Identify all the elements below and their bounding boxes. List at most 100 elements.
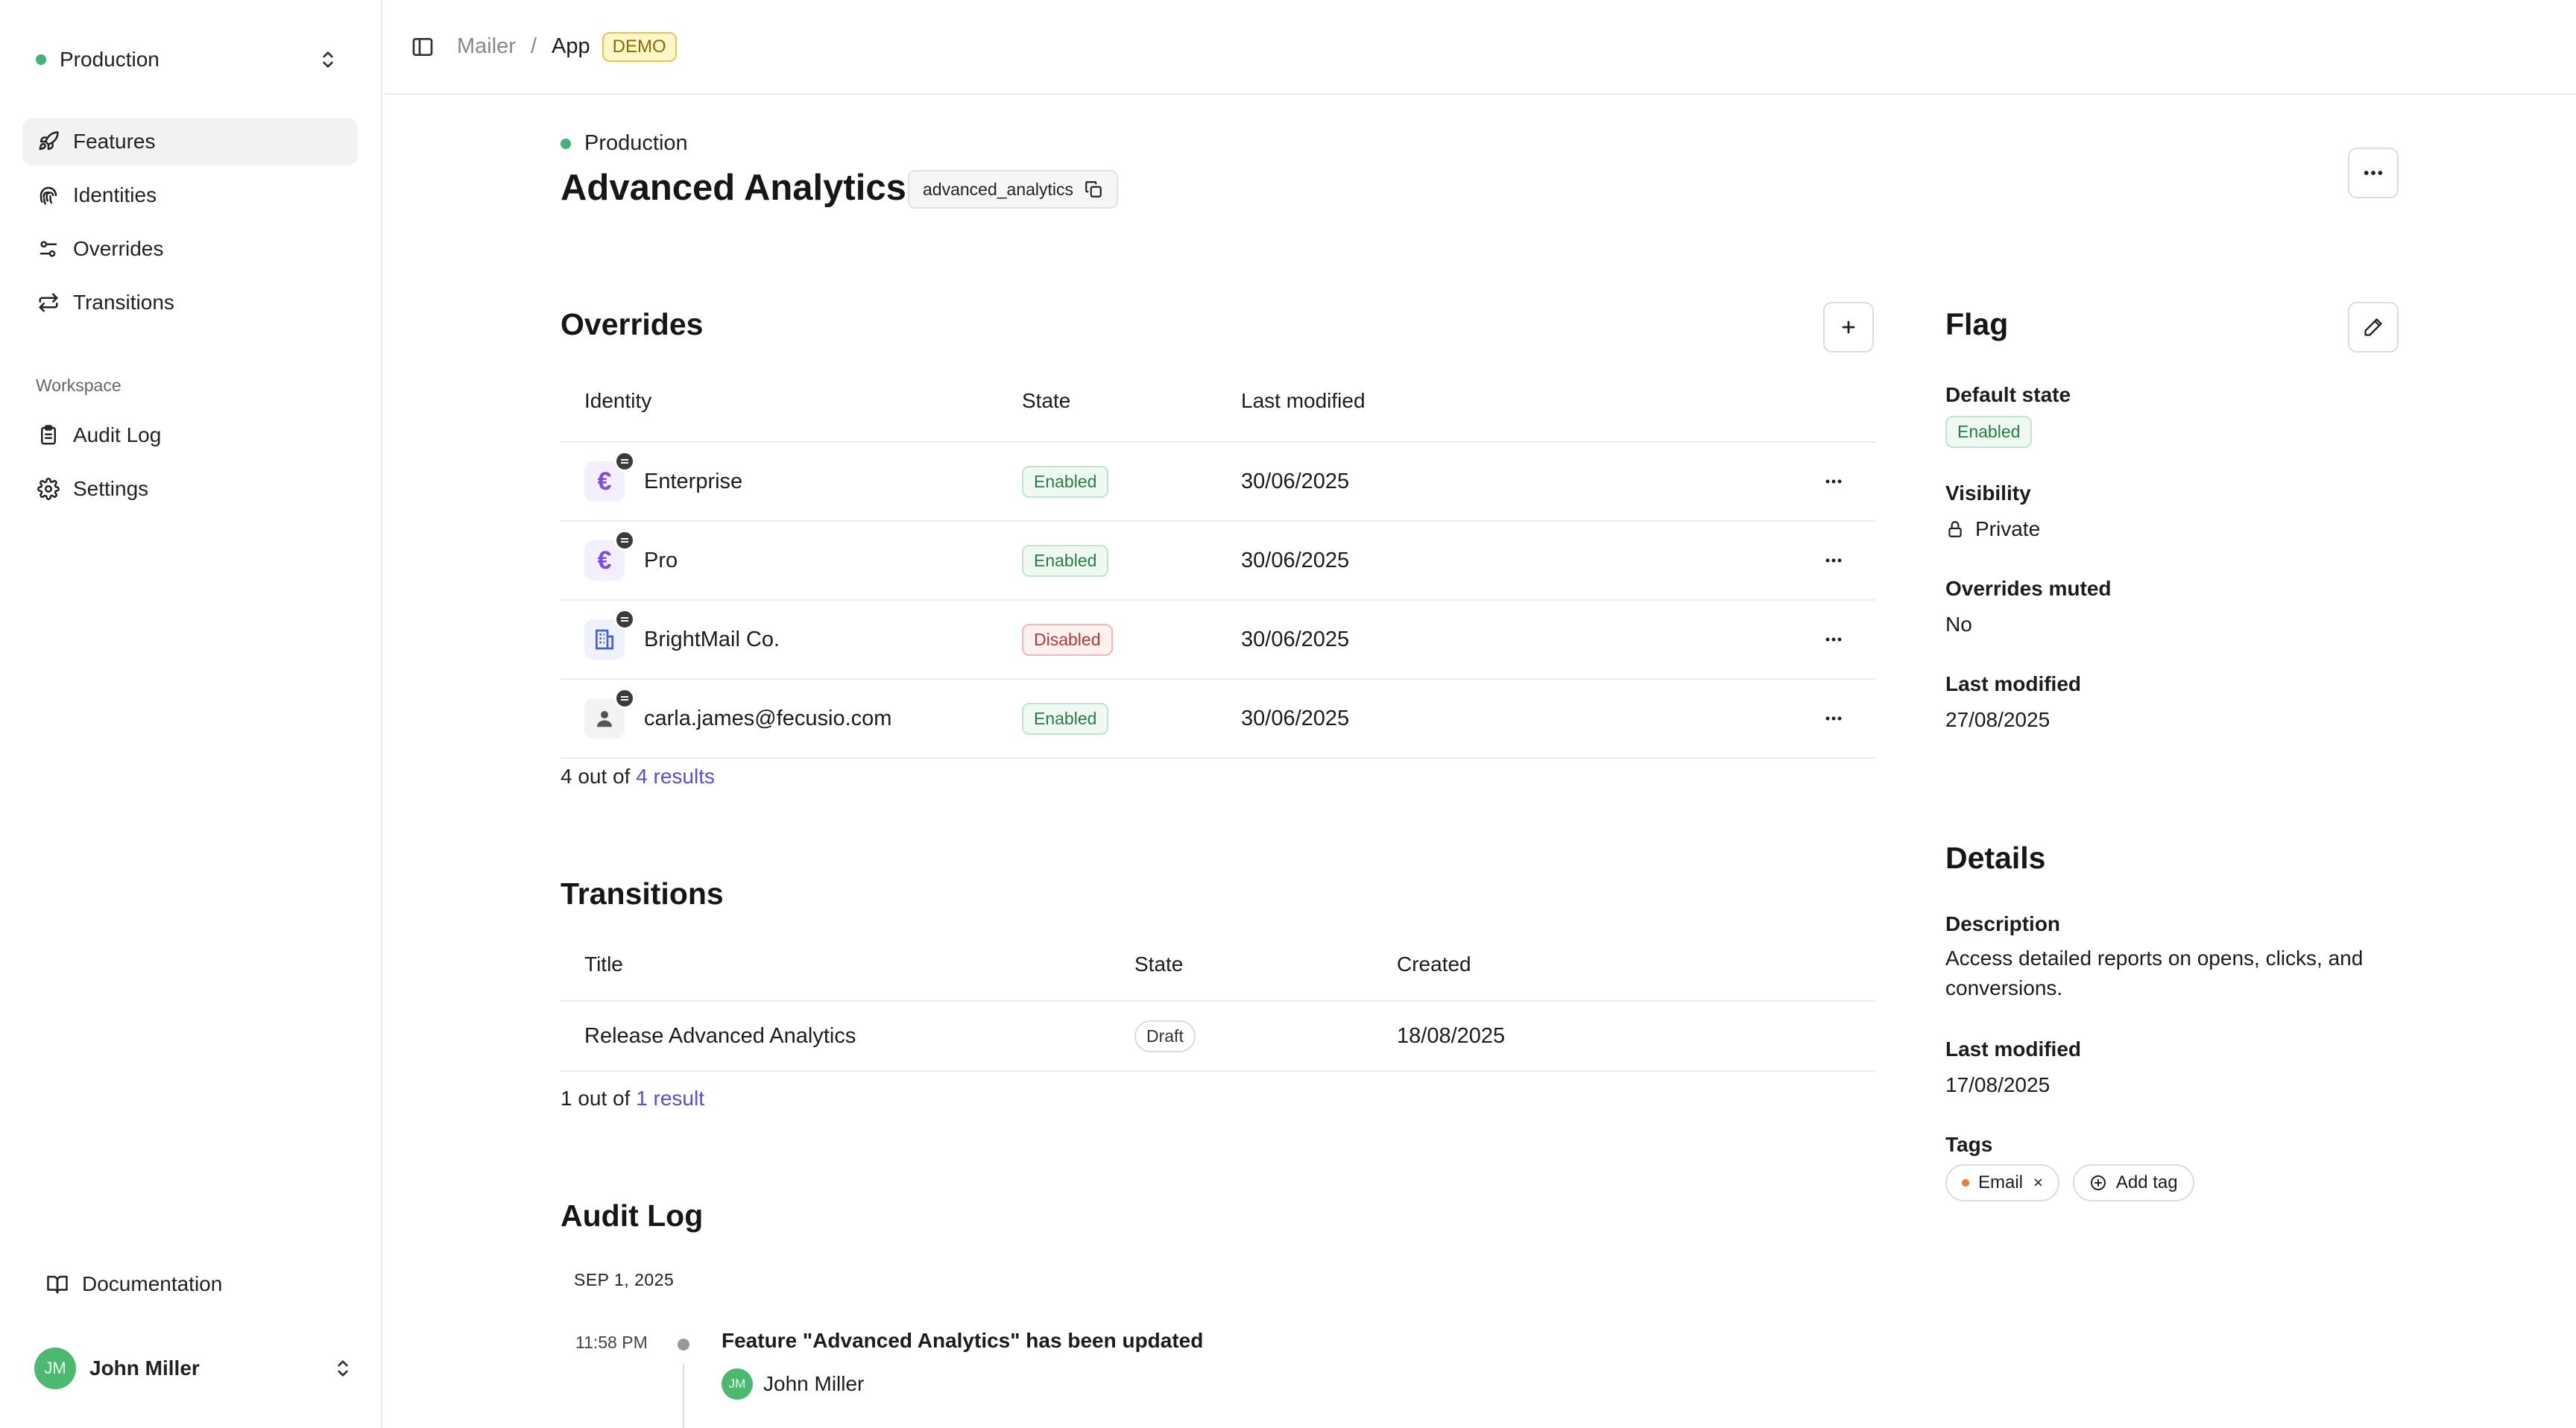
sidebar-item-label: Identities (73, 183, 157, 206)
overrides-title: Overrides (561, 307, 704, 341)
tag-color-dot (1962, 1179, 1969, 1187)
breadcrumb: Mailer / App DEMO (457, 31, 677, 62)
demo-badge: DEMO (602, 31, 677, 62)
segment-badge-icon (614, 609, 635, 630)
add-tag-label: Add tag (2115, 1172, 2178, 1192)
sidebar-item-overrides[interactable]: Overrides (22, 225, 358, 273)
fingerprint-icon (40, 186, 57, 205)
details-last-modified-value: 17/08/2025 (1945, 1073, 2051, 1096)
audit-time: 11:58 PM (575, 1333, 648, 1352)
overrides-table: Identity State Last modified € Enterpris… (561, 361, 1875, 759)
status-badge: Enabled (1945, 416, 2033, 448)
sidebar-item-label: Audit Log (73, 423, 162, 446)
gear-icon (37, 478, 60, 500)
visibility-value: Private (1945, 517, 2040, 541)
status-badge: Enabled (1022, 702, 1109, 735)
table-header: Title State Created (561, 929, 1875, 1002)
top-bar: Mailer / App DEMO (384, 0, 2576, 95)
book-icon (47, 1275, 68, 1294)
status-badge: Enabled (1022, 544, 1109, 577)
feature-menu-button[interactable] (2348, 148, 2399, 198)
column-header-identity[interactable]: Identity (584, 389, 652, 412)
date-cell: 30/06/2025 (1241, 548, 1350, 572)
breadcrumb-item-app[interactable]: App (552, 34, 590, 58)
column-header-created[interactable]: Created (1397, 952, 1471, 976)
breadcrumb-item-mailer[interactable]: Mailer (457, 34, 516, 58)
results-link[interactable]: 4 results (636, 765, 716, 788)
avatar: JM (34, 1348, 76, 1389)
environment-label: Production (584, 131, 688, 155)
results-prefix: 1 out of (561, 1087, 637, 1110)
visibility-label: Visibility (1945, 481, 2031, 505)
identity-cell: carla.james@fecusio.com (561, 688, 998, 739)
segment-badge-icon (614, 451, 635, 472)
documentation-link[interactable]: Documentation (46, 1263, 222, 1306)
audit-entry-text: Feature "Advanced Analytics" has been up… (722, 1329, 1204, 1352)
feature-key: advanced_analytics (923, 179, 1074, 199)
sidebar-item-label: Transitions (73, 291, 174, 314)
identity-cell: BrightMail Co. (561, 609, 998, 660)
edit-flag-button[interactable] (2348, 302, 2399, 353)
identity-cell: € Pro (561, 530, 998, 581)
more-icon (2364, 171, 2383, 175)
feature-key-chip: advanced_analytics (908, 170, 1119, 209)
workspace-section-label: Workspace (36, 376, 121, 395)
timeline-dot (678, 1339, 689, 1350)
environment-tag: Production (561, 131, 688, 156)
sidebar-item-label: Features (73, 130, 156, 153)
results-link[interactable]: 1 result (636, 1087, 705, 1110)
audit-date: SEP 1, 2025 (574, 1270, 675, 1289)
column-header-last-modified[interactable]: Last modified (1241, 389, 1366, 412)
sidebar-item-audit-log[interactable]: Audit Log (22, 411, 358, 459)
table-header: Identity State Last modified (561, 361, 1875, 443)
table-row[interactable]: € Pro Enabled 30/06/2025 (561, 522, 1875, 601)
chevron-updown-icon (323, 51, 333, 68)
description-value: Access detailed reports on opens, clicks… (1945, 947, 2364, 999)
sidebar-item-settings[interactable]: Settings (22, 465, 358, 513)
table-row[interactable]: Release Advanced Analytics Draft 18/08/2… (561, 1002, 1875, 1072)
state-cell: Disabled (998, 623, 1217, 656)
transitions-title: Transitions (561, 876, 724, 911)
sidebar-item-transitions[interactable]: Transitions (22, 279, 358, 326)
breadcrumb-separator: / (530, 34, 537, 58)
pencil-icon (2364, 318, 2382, 336)
sidebar-toggle-icon[interactable] (411, 35, 435, 59)
table-row[interactable]: carla.james@fecusio.com Enabled 30/06/20… (561, 680, 1875, 759)
plus-icon (1842, 320, 1855, 334)
add-override-button[interactable] (1823, 302, 1874, 353)
tags-label: Tags (1945, 1133, 1993, 1156)
tag-label: Email (1978, 1172, 2024, 1192)
segment-badge-icon (614, 530, 635, 551)
row-menu-button[interactable] (1819, 546, 1849, 575)
sidebar-item-label: Settings (73, 477, 149, 500)
overrides-muted-value: No (1945, 613, 1972, 636)
segment-badge-icon (614, 688, 635, 709)
column-header-state[interactable]: State (1022, 389, 1071, 412)
row-menu-button[interactable] (1819, 704, 1849, 733)
table-row[interactable]: BrightMail Co. Disabled 30/06/2025 (561, 601, 1875, 680)
environment-switcher[interactable]: Production (22, 37, 350, 82)
tag-email[interactable]: Email × (1945, 1164, 2059, 1201)
column-header-state[interactable]: State (1134, 952, 1184, 976)
date-cell: 30/06/2025 (1241, 469, 1350, 493)
sidebar-item-identities[interactable]: Identities (22, 171, 358, 219)
remove-tag-icon[interactable]: × (2033, 1173, 2043, 1192)
table-row[interactable]: € Enterprise Enabled 30/06/2025 (561, 443, 1875, 522)
transition-title: Release Advanced Analytics (584, 1023, 856, 1048)
user-switcher[interactable]: JM John Miller (34, 1346, 355, 1391)
add-tag-button[interactable]: Add tag (2072, 1164, 2194, 1201)
environment-name: Production (60, 48, 160, 71)
overrides-muted-label: Overrides muted (1945, 577, 2112, 600)
page-title: Advanced Analytics (561, 168, 906, 208)
row-menu-button[interactable] (1819, 625, 1849, 654)
default-state-value: Enabled (1945, 416, 2033, 448)
column-header-title[interactable]: Title (584, 952, 623, 976)
state-cell: Enabled (998, 544, 1217, 577)
copy-icon[interactable] (1084, 180, 1103, 199)
environment-status-dot (561, 138, 571, 149)
arrows-icon (39, 293, 58, 312)
audit-log-title: Audit Log (561, 1198, 704, 1233)
row-menu-button[interactable] (1819, 467, 1849, 496)
sidebar-item-features[interactable]: Features (22, 118, 358, 165)
description-label: Description (1945, 912, 2061, 935)
